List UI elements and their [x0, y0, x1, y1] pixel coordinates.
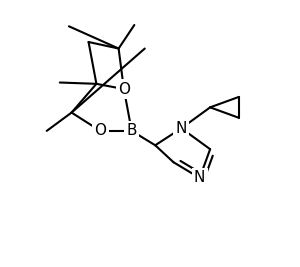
Text: O: O — [94, 123, 106, 138]
Text: N: N — [194, 170, 206, 186]
Text: N: N — [176, 121, 187, 136]
Text: B: B — [126, 123, 137, 138]
Text: O: O — [118, 81, 130, 97]
